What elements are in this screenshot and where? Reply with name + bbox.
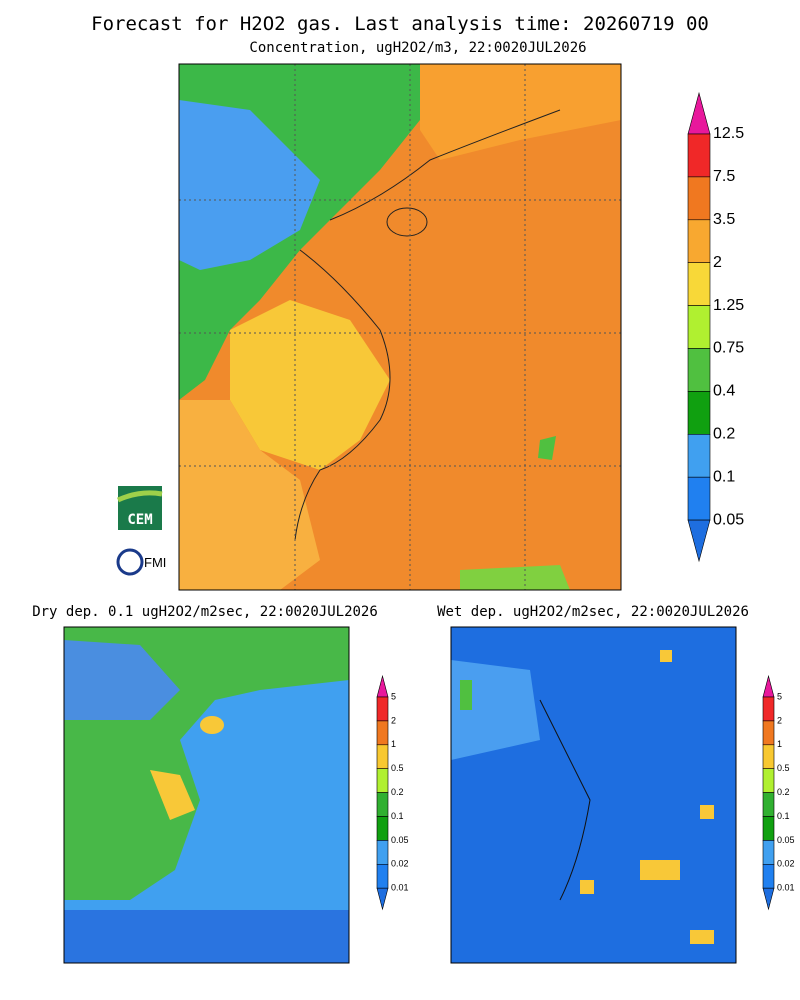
colorbar-segment <box>762 768 775 793</box>
logo-text: CEM <box>127 512 152 528</box>
colorbar-label: 2 <box>713 254 722 271</box>
map-frame <box>450 626 737 964</box>
colorbar-label: 0.1 <box>777 811 790 821</box>
colorbar-tip <box>762 674 775 698</box>
precip-patch <box>700 805 714 819</box>
colorbar-segment <box>687 176 711 221</box>
hainan-outline <box>386 207 428 237</box>
main-map <box>178 63 622 591</box>
colorbar-segment <box>762 816 775 841</box>
colorbar-tip <box>687 519 711 563</box>
cem-logo: CEM <box>116 486 163 530</box>
colorbar-segment <box>687 262 711 306</box>
colorbar-label: 3.5 <box>713 211 735 228</box>
colorbar-tip <box>762 887 775 911</box>
colorbar-label: 0.1 <box>391 811 404 821</box>
map-land-blue <box>64 640 180 720</box>
logo-circle <box>116 548 144 576</box>
colorbar-segment <box>376 840 389 865</box>
coastline <box>539 699 591 901</box>
precip-patch <box>660 650 672 662</box>
colorbar-segment <box>687 219 711 264</box>
colorbar-segment <box>762 720 775 746</box>
colorbar-label: 0.2 <box>777 787 790 797</box>
colorbar-label: 2 <box>391 715 396 725</box>
colorbar-segment <box>687 348 711 392</box>
colorbar-segment <box>687 391 711 435</box>
colorbar-segment <box>376 863 389 889</box>
map-land-orange <box>179 400 320 590</box>
map-land-blue <box>179 100 320 270</box>
colorbar-label: 0.5 <box>391 763 404 773</box>
map-frame <box>63 626 350 964</box>
coastline <box>329 109 561 221</box>
precip-patch <box>580 880 594 894</box>
colorbar-label: 0.05 <box>391 835 409 845</box>
map-land-china <box>420 64 621 160</box>
colorbar-label: 0.1 <box>713 468 735 485</box>
map-island <box>538 436 556 460</box>
map-land-yellow <box>150 770 195 820</box>
logo-swoosh <box>116 490 163 503</box>
colorbar-label: 1.25 <box>713 297 744 314</box>
map-land-lightblue <box>451 660 540 760</box>
colorbar-segment <box>687 133 711 178</box>
colorbar-label: 0.01 <box>391 883 409 893</box>
title: Forecast for H2O2 gas. Last analysis tim… <box>91 13 709 35</box>
panel-title: Dry dep. 0.1 ugH2O2/m2sec, 22:0020JUL202… <box>32 604 378 620</box>
colorbar-label: 0.2 <box>391 787 404 797</box>
colorbar-segment <box>376 792 389 817</box>
colorbar-label: 0.02 <box>777 859 795 869</box>
colorbar-label: 0.05 <box>777 835 795 845</box>
colorbar-label: 2 <box>777 715 782 725</box>
colorbar-segment <box>762 840 775 865</box>
colorbar-label: 0.4 <box>713 383 735 400</box>
colorbar-label: 7.5 <box>713 168 735 185</box>
colorbar-tip <box>687 91 711 135</box>
map-land-yellow <box>230 300 390 470</box>
colorbar-segment <box>687 433 711 478</box>
map-south <box>460 565 570 590</box>
colorbar-label: 1 <box>777 739 782 749</box>
colorbar-label: 0.01 <box>777 883 795 893</box>
colorbar-segment <box>687 305 711 349</box>
graticule <box>179 64 621 590</box>
colorbar-segment <box>762 792 775 817</box>
map-frame <box>178 63 622 591</box>
colorbar-segment <box>762 744 775 769</box>
colorbar-label: 0.02 <box>391 859 409 869</box>
wet-dep-map <box>450 626 737 964</box>
colorbar-tip <box>376 887 389 911</box>
logo-text: FMI <box>144 555 166 570</box>
colorbar-label: 5 <box>391 691 396 701</box>
colorbar-segment <box>687 476 711 521</box>
hainan <box>200 716 224 734</box>
colorbar-segment <box>762 863 775 889</box>
precip-patch <box>460 680 472 710</box>
colorbar-label: 0.5 <box>777 763 790 773</box>
colorbar-segment <box>376 696 389 722</box>
coastline <box>294 249 391 541</box>
dry-dep-map <box>63 626 350 964</box>
colorbar-label: 0.05 <box>713 511 744 528</box>
colorbar-label: 0.2 <box>713 426 735 443</box>
colorbar-tip <box>376 674 389 698</box>
subtitle: Concentration, ugH2O2/m3, 22:0020JUL2026 <box>249 40 586 56</box>
precip-patch <box>690 930 714 944</box>
colorbar-segment <box>376 744 389 769</box>
colorbar-segment <box>376 816 389 841</box>
colorbar-label: 1 <box>391 739 396 749</box>
colorbar-label: 5 <box>777 691 782 701</box>
colorbar-segment <box>376 768 389 793</box>
colorbar-label: 0.75 <box>713 340 744 357</box>
precip-patch <box>640 860 680 880</box>
colorbar-label: 12.5 <box>713 125 744 142</box>
map-sea-south <box>64 910 349 963</box>
panel-title: Wet dep. ugH2O2/m2sec, 22:0020JUL2026 <box>437 604 749 620</box>
fmi-logo: FMI <box>116 548 166 576</box>
colorbar-segment <box>376 720 389 746</box>
colorbar-segment <box>762 696 775 722</box>
